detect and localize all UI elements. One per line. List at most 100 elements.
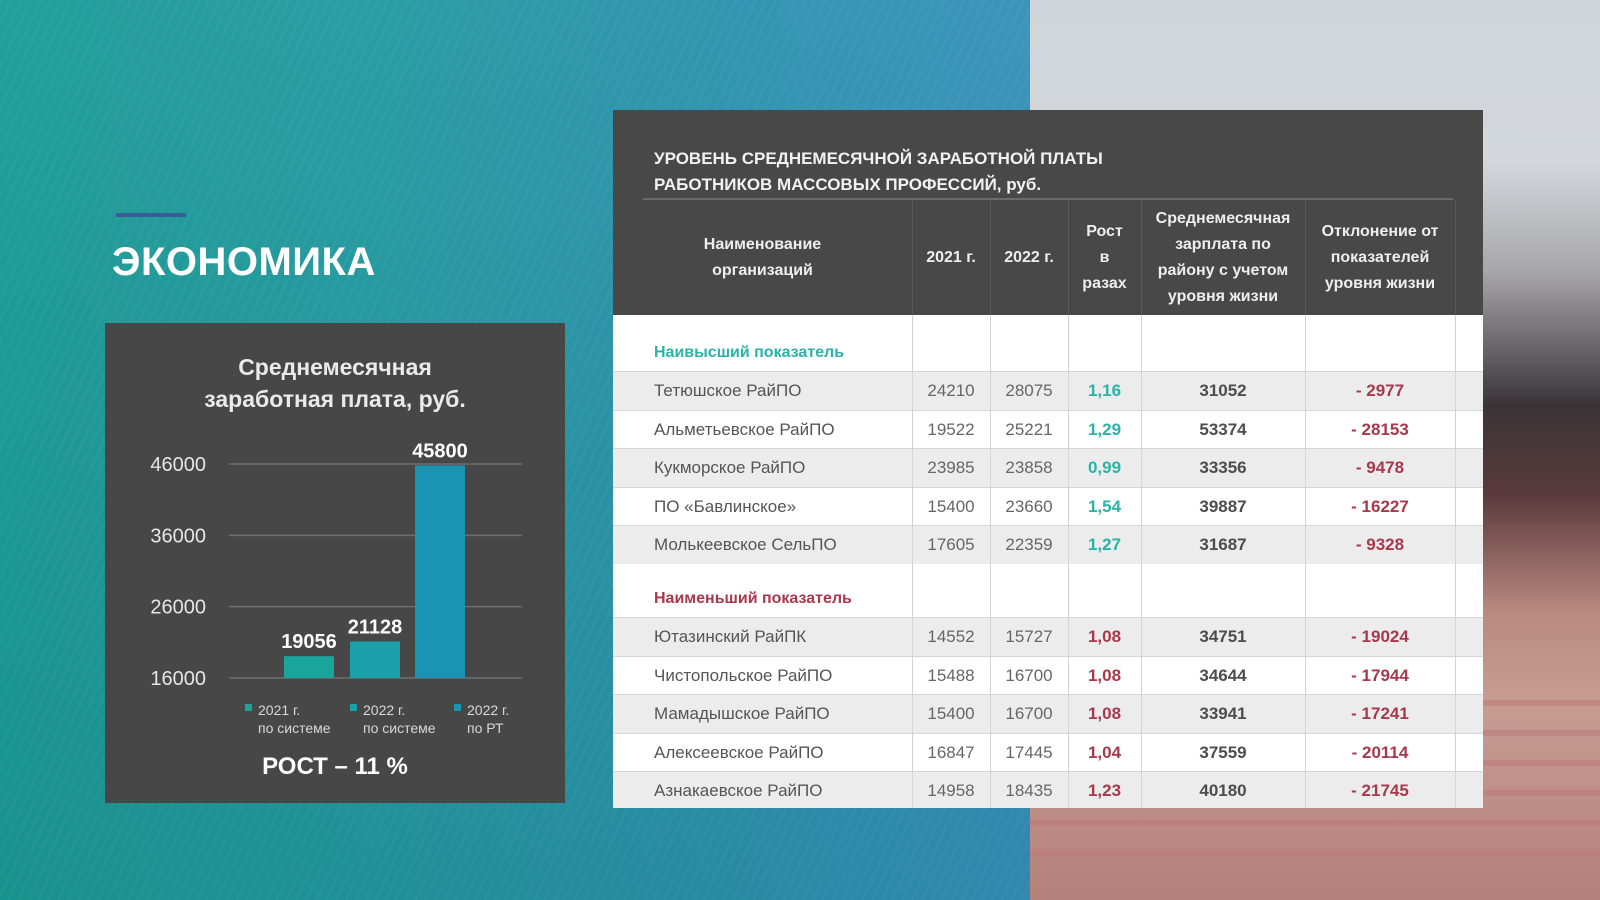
- header-divider: [643, 198, 1453, 200]
- chart-title: Среднемесячная заработная плата, руб.: [105, 351, 565, 415]
- table-title: УРОВЕНЬ СРЕДНЕМЕСЯЧНОЙ ЗАРАБОТНОЙ ПЛАТЫ …: [654, 146, 1103, 198]
- growth-annotation: РОСТ – 11 %: [262, 753, 408, 780]
- growth-cell: 1,04: [1087, 742, 1122, 762]
- column-divider: [912, 315, 913, 808]
- col-head-line: в: [1099, 248, 1110, 266]
- header-column-divider: [1141, 200, 1142, 315]
- value-2022-cell: 15727: [1005, 627, 1053, 646]
- col-head-line: Отклонение от: [1321, 222, 1439, 240]
- bar-value-label: 45800: [412, 440, 468, 462]
- legend-swatch: [245, 704, 252, 711]
- table-row: Альметьевское РайПО 19522 25221 1,29 53374 - …: [613, 409, 1483, 449]
- value-2022-cell: 25221: [1005, 419, 1053, 439]
- table-header: УРОВЕНЬ СРЕДНЕМЕСЯЧНОЙ ЗАРАБОТНОЙ ПЛАТЫ …: [613, 110, 1483, 315]
- deviation-cell: - 17241: [1351, 704, 1409, 724]
- header-column-divider: [1305, 200, 1306, 315]
- deviation-cell: - 19024: [1351, 627, 1409, 646]
- value-2022-cell: 16700: [1005, 665, 1053, 685]
- growth-cell: 1,27: [1087, 535, 1122, 555]
- org-name-cell: Тетюшское РайПО: [654, 381, 802, 400]
- header-column-divider: [1455, 200, 1456, 315]
- salary-table: УРОВЕНЬ СРЕДНЕМЕСЯЧНОЙ ЗАРАБОТНОЙ ПЛАТЫ …: [613, 110, 1483, 808]
- col-head-name: Наименование организаций: [613, 200, 912, 315]
- money-bill-decor: [1030, 850, 1600, 856]
- value-2022-cell: 18435: [1005, 781, 1053, 801]
- growth-cell: 1,16: [1087, 381, 1122, 400]
- table-row: Тетюшское РайПО 24210 28075 1,16 31052 - 2977: [613, 371, 1483, 410]
- col-head-line: уровня жизни: [1324, 274, 1436, 292]
- org-name-cell: ПО «Бавлинское»: [654, 496, 797, 516]
- bar: [284, 656, 334, 678]
- col-head-line: зарплата по: [1175, 235, 1271, 253]
- legend-label: 2022 г.: [363, 702, 405, 718]
- value-2021-cell: 23985: [927, 458, 975, 478]
- header-column-divider: [912, 200, 913, 315]
- org-name-cell: Алексеевское РайПО: [654, 742, 824, 762]
- legend-label: 2021 г.: [258, 702, 300, 718]
- col-head-line: 2021 г.: [926, 248, 976, 266]
- col-head-avg-salary: Среднемесячная зарплата по району с учетом…: [1141, 200, 1305, 315]
- bar: [415, 465, 465, 678]
- legend-label: 2022 г.: [467, 702, 509, 718]
- bar-chart: 16000 26000 36000 46000 19056 21128 45800 2021 …: [150, 440, 522, 736]
- table-title-line: РАБОТНИКОВ МАССОВЫХ ПРОФЕССИЙ, руб.: [654, 175, 1042, 194]
- column-divider: [1305, 315, 1306, 808]
- legend-label: по системе: [258, 720, 331, 736]
- col-head-line: Рост: [1086, 222, 1123, 240]
- avg-salary-cell: 31052: [1199, 381, 1247, 400]
- growth-cell: 1,08: [1087, 627, 1122, 646]
- org-name-cell: Ютазинский РайПК: [654, 627, 807, 646]
- col-head-2021: 2021 г.: [912, 200, 990, 315]
- deviation-cell: - 9328: [1355, 535, 1405, 555]
- col-head-line: уровня жизни: [1167, 287, 1279, 305]
- header-column-divider: [1068, 200, 1069, 315]
- col-head-growth: Рост в разах: [1068, 200, 1141, 315]
- chart-title-line: Среднемесячная: [238, 354, 432, 380]
- avg-salary-cell: 34751: [1199, 627, 1247, 646]
- table-row: Алексеевское РайПО 16847 17445 1,04 37559 - 2…: [613, 732, 1483, 772]
- value-2022-cell: 23858: [1005, 458, 1053, 478]
- bar-value-label: 19056: [281, 631, 337, 653]
- col-head-line: району с учетом: [1157, 261, 1289, 279]
- growth-cell: 1,08: [1087, 665, 1122, 685]
- growth-cell: 1,29: [1087, 419, 1122, 439]
- bar: [350, 641, 400, 678]
- col-head-line: показателей: [1330, 248, 1430, 266]
- column-divider: [1455, 315, 1456, 808]
- title-accent-line: [116, 213, 186, 217]
- avg-salary-cell: 53374: [1199, 419, 1247, 439]
- col-head-line: Среднемесячная: [1155, 209, 1291, 227]
- growth-cell: 1,54: [1087, 496, 1122, 516]
- value-2022-cell: 23660: [1005, 496, 1053, 516]
- value-2021-cell: 15400: [927, 704, 975, 724]
- avg-salary-cell: 40180: [1199, 781, 1247, 801]
- org-name-cell: Чистопольское РайПО: [654, 665, 833, 685]
- deviation-cell: - 21745: [1351, 781, 1409, 801]
- column-divider: [990, 315, 991, 808]
- deviation-cell: - 16227: [1351, 496, 1409, 516]
- avg-salary-cell: 33356: [1199, 458, 1247, 478]
- value-2022-cell: 22359: [1005, 535, 1053, 555]
- col-head-line: Наименование: [703, 235, 822, 253]
- deviation-cell: - 9478: [1355, 458, 1405, 478]
- value-2021-cell: 15488: [927, 665, 975, 685]
- table-row: Азнакаевское РайПО 14958 18435 1,23 40180 - 2…: [613, 771, 1483, 808]
- deviation-cell: - 28153: [1351, 419, 1409, 439]
- table-row: Ютазинский РайПК 14552 15727 1,08 34751 - 190…: [613, 617, 1483, 656]
- value-2021-cell: 14958: [927, 781, 975, 801]
- legend-swatch: [454, 704, 461, 711]
- money-bill-decor: [1030, 820, 1600, 826]
- salary-chart-panel: Среднемесячная заработная плата, руб. 16…: [105, 323, 565, 803]
- legend-swatch: [350, 704, 357, 711]
- section-label-lowest: Наименьший показатель: [654, 590, 852, 607]
- section-label-highest: Наивысший показатель: [654, 344, 845, 361]
- avg-salary-cell: 39887: [1199, 496, 1247, 516]
- y-tick-label: 26000: [150, 597, 206, 619]
- value-2021-cell: 19522: [927, 419, 975, 439]
- legend-label: по системе: [363, 720, 436, 736]
- value-2021-cell: 17605: [927, 535, 975, 555]
- growth-cell: 1,08: [1087, 704, 1122, 724]
- value-2021-cell: 16847: [927, 742, 975, 762]
- legend-label: по РТ: [467, 720, 504, 736]
- value-2022-cell: 16700: [1005, 704, 1053, 724]
